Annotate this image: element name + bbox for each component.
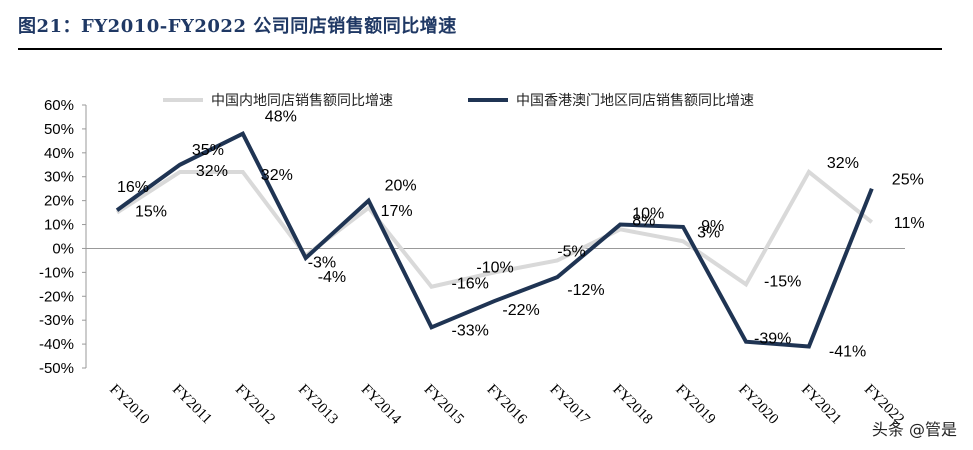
series-lines — [115, 131, 874, 349]
y-tick-label: 50% — [44, 121, 74, 138]
y-tick-label: -30% — [39, 312, 74, 329]
y-tick-label: -40% — [39, 336, 74, 353]
data-label-mainland: 3% — [697, 224, 720, 241]
figure-title: 图21：FY2010-FY2022 公司同店销售额同比增速 — [18, 16, 457, 37]
x-tick-label: FY2011 — [169, 382, 215, 428]
data-label-hkmacau: -22% — [502, 302, 539, 319]
y-tick-label: -10% — [39, 264, 74, 281]
y-tick-label: 30% — [44, 169, 74, 186]
y-axis: 60% 50% 40% 30% 20% 10% 0% -10% -20% -30% -40% -50% — [39, 97, 87, 377]
data-label-hkmacau: -39% — [754, 331, 791, 348]
legend: 中国内地同店销售额同比增速 中国香港澳门地区同店销售额同比增速 — [163, 93, 754, 109]
data-label-mainland: -3% — [308, 255, 336, 272]
x-tick-label: FY2012 — [232, 382, 278, 428]
x-tick-label: FY2021 — [798, 382, 844, 428]
legend-label: 中国香港澳门地区同店销售额同比增速 — [516, 93, 754, 109]
data-label-mainland: -10% — [476, 259, 513, 276]
data-label-mainland: -16% — [452, 276, 489, 293]
data-label-mainland: 32% — [827, 155, 859, 172]
y-tick-label: 20% — [44, 193, 74, 210]
title-rule — [18, 48, 942, 50]
x-tick-label: FY2016 — [484, 382, 530, 428]
data-label-mainland: 11% — [894, 215, 925, 232]
data-label-mainland: 32% — [261, 167, 293, 184]
data-label-mainland: -15% — [764, 273, 801, 290]
y-tick-label: 60% — [44, 97, 74, 114]
data-label-hkmacau: 20% — [385, 178, 417, 195]
series-line-mainland — [115, 168, 874, 289]
data-label-hkmacau: 35% — [192, 142, 224, 159]
data-label-mainland: 32% — [196, 163, 228, 180]
data-label-mainland: 8% — [632, 212, 655, 229]
x-tick-label: FY2014 — [358, 382, 404, 428]
data-label-hkmacau: 48% — [265, 109, 297, 126]
x-tick-label: FY2017 — [546, 382, 592, 428]
data-labels: 15% 32% 32% -3% 17% -16%-10% -5% 8% 3% -15% 32% 11%… — [117, 109, 925, 361]
data-label-hkmacau: 16% — [117, 179, 149, 196]
data-label-hkmacau: -33% — [452, 322, 489, 339]
data-label-hkmacau: 25% — [892, 172, 924, 189]
x-tick-label: FY2013 — [295, 382, 341, 428]
watermark: 头条 @管是 — [871, 420, 957, 439]
data-label-hkmacau: 9% — [701, 218, 724, 235]
legend-label: 中国内地同店销售额同比增速 — [211, 93, 393, 109]
x-tick-label: FY2015 — [421, 382, 467, 428]
x-tick-label: FY2018 — [609, 382, 655, 428]
data-label-mainland: -5% — [557, 243, 585, 260]
data-label-hkmacau: -41% — [829, 343, 866, 360]
y-tick-label: 40% — [44, 145, 74, 162]
data-label-hkmacau: -4% — [318, 269, 346, 286]
data-label-mainland: 15% — [135, 204, 167, 221]
x-tick-label: FY2019 — [672, 382, 718, 428]
x-tick-label: FY2020 — [735, 382, 781, 428]
data-label-mainland: 17% — [381, 203, 413, 220]
y-tick-label: 0% — [52, 240, 74, 257]
y-tick-label: -20% — [39, 288, 74, 305]
y-tick-label: -50% — [39, 360, 74, 377]
x-tick-label: FY2010 — [106, 382, 152, 428]
series-line-hkmacau — [115, 131, 874, 349]
data-label-hkmacau: -12% — [567, 282, 604, 299]
data-label-hkmacau: 10% — [632, 206, 664, 223]
y-tick-label: 10% — [44, 217, 74, 234]
